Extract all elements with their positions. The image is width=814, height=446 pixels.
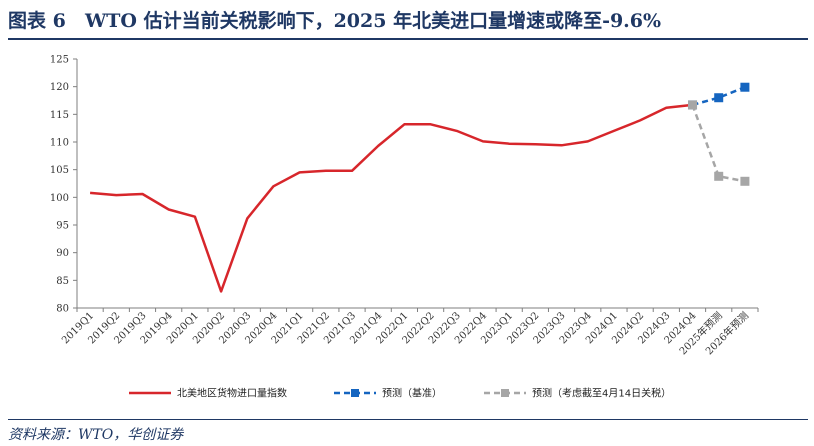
top-rule <box>8 38 808 40</box>
series-1-point <box>714 93 724 103</box>
bottom-rule <box>8 419 808 420</box>
y-tick-label: 125 <box>50 55 69 66</box>
legend-marker-2 <box>501 389 509 397</box>
y-tick-label: 80 <box>56 304 69 315</box>
y-tick-label: 90 <box>56 248 69 259</box>
legend-label-2: 预测（考虑截至4月14日关税） <box>532 387 671 400</box>
y-tick-label: 110 <box>50 138 69 149</box>
source-note: 资料来源：WTO，华创证券 <box>8 427 184 443</box>
y-tick-label: 115 <box>50 110 69 121</box>
series-line-0 <box>89 103 693 293</box>
y-tick-label: 105 <box>50 165 69 176</box>
chart-legend: 北美地区货物进口量指数 预测（基准） 预测（考虑截至4月14日关税） <box>129 387 671 400</box>
y-tick-label: 95 <box>56 221 69 232</box>
y-tick-label: 85 <box>56 276 69 287</box>
series-2-point <box>688 100 698 110</box>
legend-label-0: 北美地区货物进口量指数 <box>177 387 287 400</box>
legend-label-1: 预测（基准） <box>382 387 442 400</box>
figure-header: 图表 6 WTO 估计当前关税影响下，2025 年北美进口量增速或降至-9.6% <box>8 6 808 32</box>
legend-marker-1 <box>351 389 359 397</box>
chart-marks <box>89 82 750 293</box>
figure-label: 图表 6 <box>8 10 66 32</box>
line-chart: 808590951001051101151201252019Q12019Q220… <box>50 55 759 400</box>
series-line-2 <box>691 104 746 183</box>
figure-title: WTO 估计当前关税影响下，2025 年北美进口量增速或降至-9.6% <box>84 10 662 32</box>
series-line-1 <box>692 86 746 107</box>
chart-axes: 808590951001051101151201252019Q12019Q220… <box>50 55 759 357</box>
y-tick-label: 100 <box>50 193 69 204</box>
series-2-point <box>714 171 724 181</box>
series-2-point <box>740 176 750 186</box>
series-1-point <box>740 82 750 92</box>
y-tick-label: 120 <box>50 82 69 93</box>
